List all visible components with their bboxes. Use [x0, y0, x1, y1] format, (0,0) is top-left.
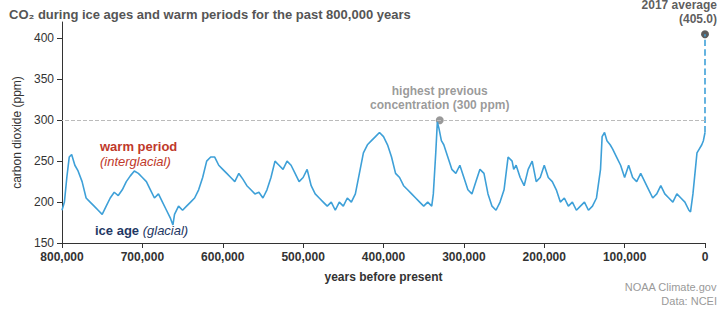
svg-text:100,000: 100,000 [603, 250, 647, 264]
svg-text:Data: NCEI: Data: NCEI [661, 295, 717, 307]
svg-text:(interglacial): (interglacial) [100, 154, 171, 169]
svg-text:warm period: warm period [99, 139, 177, 154]
svg-text:350: 350 [34, 72, 54, 86]
svg-text:400,000: 400,000 [362, 250, 406, 264]
svg-text:concentration (300 ppm): concentration (300 ppm) [370, 98, 509, 112]
svg-text:200,000: 200,000 [523, 250, 567, 264]
svg-text:carbon dioxide (ppm): carbon dioxide (ppm) [10, 76, 24, 189]
svg-text:400: 400 [34, 31, 54, 45]
svg-text:NOAA Climate.gov: NOAA Climate.gov [625, 281, 717, 293]
svg-text:200: 200 [34, 195, 54, 209]
svg-text:600,000: 600,000 [201, 250, 245, 264]
svg-text:years before present: years before present [324, 270, 442, 284]
svg-text:300,000: 300,000 [442, 250, 486, 264]
svg-text:ice age: ice age [95, 223, 143, 238]
svg-text:(405.0): (405.0) [679, 12, 717, 26]
svg-text:0: 0 [702, 250, 709, 264]
svg-text:250: 250 [34, 154, 54, 168]
svg-text:300: 300 [34, 113, 54, 127]
svg-text:500,000: 500,000 [281, 250, 325, 264]
svg-text:2017 average: 2017 average [642, 0, 718, 12]
svg-text:800,000: 800,000 [40, 250, 84, 264]
svg-text:(glacial): (glacial) [143, 223, 189, 238]
svg-text:CO₂ during ice ages and warm p: CO₂ during ice ages and warm periods for… [9, 7, 411, 22]
svg-text:highest previous: highest previous [392, 84, 488, 98]
svg-text:700,000: 700,000 [121, 250, 165, 264]
svg-text:150: 150 [34, 236, 54, 250]
